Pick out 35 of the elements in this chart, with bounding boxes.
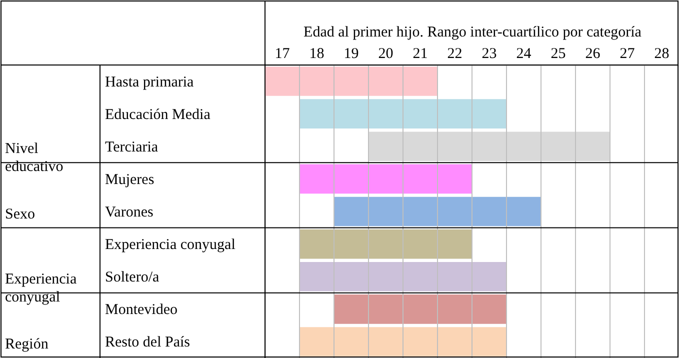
- text: Región: [5, 336, 49, 352]
- bar: [368, 132, 610, 162]
- bar: [300, 229, 472, 259]
- bar: [334, 294, 506, 324]
- y-tick-label: Resto del País: [105, 334, 190, 351]
- x-tick-label: 28: [654, 46, 670, 62]
- y-tick-label: Montevideo: [105, 302, 178, 318]
- x-tick-label: 18: [309, 46, 324, 62]
- x-tick-label: 22: [447, 46, 462, 62]
- x-tick-label: 17: [274, 46, 290, 62]
- y-tick-label: Soltero/a: [105, 270, 160, 286]
- x-tick-label: 23: [482, 46, 497, 62]
- bar: [265, 66, 438, 96]
- y-tick-label: Educación Media: [105, 106, 211, 123]
- x-tick-label: 21: [412, 46, 428, 62]
- text: Nivel educativo: [5, 141, 64, 176]
- y-tick-label: Mujeres: [105, 172, 154, 188]
- x-tick-label: 19: [344, 46, 359, 62]
- x-tick-label: 20: [378, 46, 394, 62]
- bar: [334, 196, 541, 226]
- x-axis-title: Edad al primer hijo. Rango inter-cuartílico por categoría: [304, 24, 642, 40]
- text: Sexo: [5, 206, 35, 222]
- y-tick-label: Varones: [105, 204, 154, 220]
- bar: [300, 327, 506, 356]
- bar: [300, 164, 472, 194]
- x-tick-label: 25: [550, 46, 566, 62]
- text: Experiencia conyugal: [5, 271, 77, 306]
- x-tick-label: 26: [585, 46, 601, 62]
- x-tick-label: 27: [620, 46, 636, 62]
- y-tick-label: Terciaria: [105, 139, 158, 156]
- x-tick-label: 24: [516, 46, 532, 62]
- bar: [300, 99, 506, 128]
- y-tick-label: Hasta primaria: [105, 74, 194, 90]
- y-tick-label: Experiencia conyugal: [105, 237, 236, 254]
- bar: [300, 262, 506, 292]
